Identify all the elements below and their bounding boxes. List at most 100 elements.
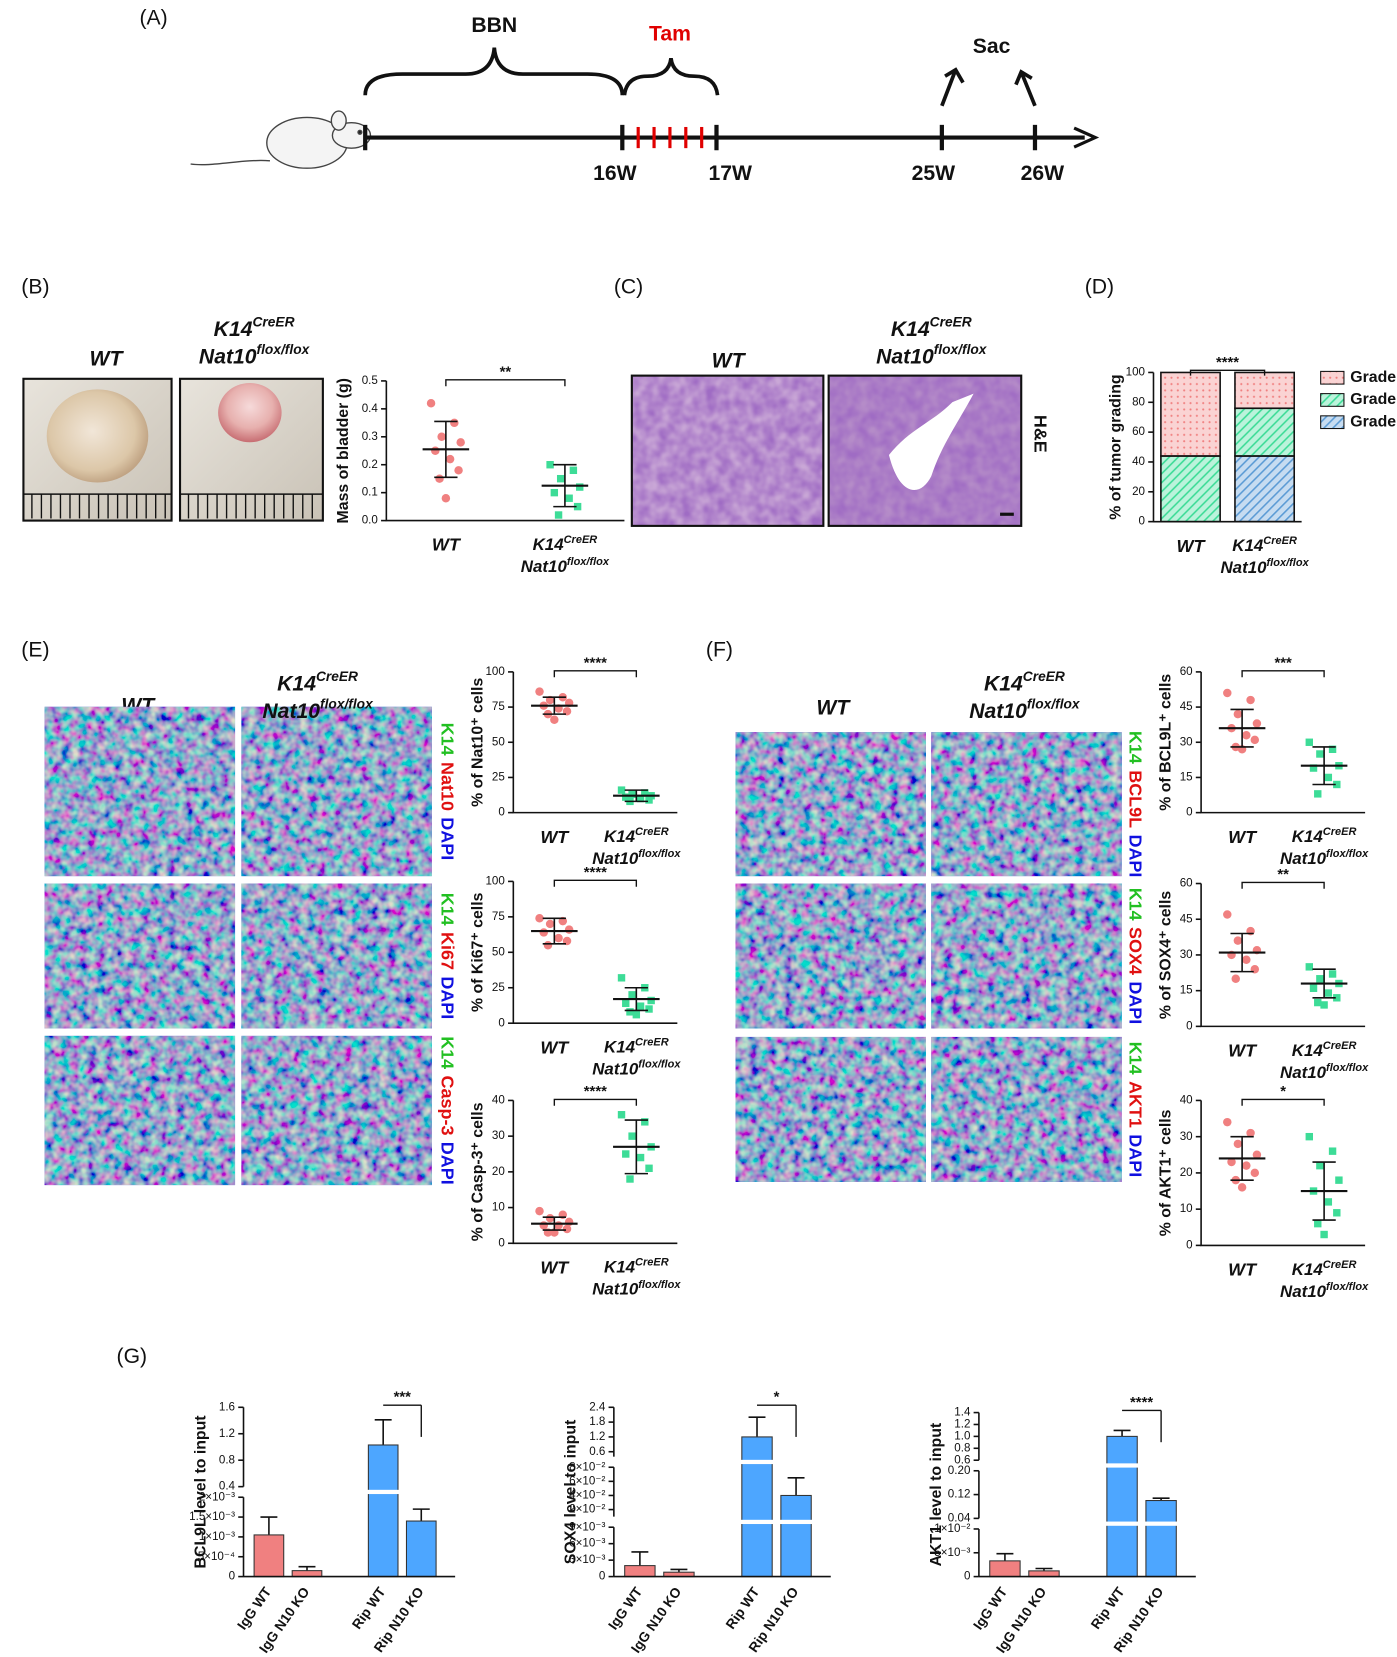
panel-label: (D) <box>1085 275 1114 298</box>
sd-whisker <box>624 1119 648 1175</box>
genotype-label: Nat10flox/flox <box>1280 1062 1369 1082</box>
data-point <box>550 488 559 497</box>
data-point <box>1320 1230 1328 1239</box>
stain-name: Nat10 <box>438 762 458 811</box>
data-point <box>445 454 455 464</box>
y-tick-label: 0.3 <box>362 430 378 443</box>
bladder-photos <box>22 377 324 522</box>
stain-label: K14 AKT1 DAPI <box>1126 1042 1146 1178</box>
bar <box>989 1560 1021 1578</box>
data-point <box>535 687 544 696</box>
error-bar <box>787 1477 805 1496</box>
genotype-sup: flox/flox <box>638 1059 681 1071</box>
error-bar <box>1113 1429 1131 1437</box>
y-tick-label: 75 <box>492 700 505 713</box>
data-point <box>1223 688 1232 698</box>
y-tick-label: 0 <box>964 1570 971 1583</box>
genotype-label: Nat10flox/flox <box>521 556 610 576</box>
significance-label: ** <box>500 364 512 380</box>
legend-swatch <box>1320 370 1345 385</box>
y-tick-label: 1×10⁻³ <box>199 1530 235 1543</box>
x-tick-label: IgG WT <box>605 1584 645 1633</box>
significance-label: *** <box>1274 655 1292 671</box>
data-point <box>564 1217 574 1227</box>
group-label: WT <box>90 347 125 370</box>
y-tick-label: 0.2 <box>362 458 378 471</box>
y-tick-label: 9×10⁻³ <box>569 1520 605 1533</box>
sd-whisker <box>542 696 566 715</box>
x-tick-label: IgG WT <box>234 1584 274 1633</box>
stain-name: BCL9L <box>1126 770 1146 828</box>
data-point <box>1250 1168 1260 1178</box>
genotype-text: Nat10 <box>1280 1282 1327 1301</box>
genotype-sup: flox/flox <box>1326 848 1369 860</box>
y-tick-label: 3×10⁻³ <box>569 1553 605 1566</box>
genotype-text: K14 <box>604 1038 636 1057</box>
sd-whisker <box>624 986 648 1012</box>
sd-whisker <box>1230 932 1254 973</box>
y-tick-label: 30 <box>1180 735 1193 748</box>
genotype-sup: flox/flox <box>257 342 311 357</box>
genotype-sup: flox/flox <box>567 556 610 568</box>
bar-segment <box>1234 455 1296 523</box>
y-axis-label: % of AKT1⁺ cells <box>1157 1109 1174 1236</box>
genotype-sup: flox/flox <box>638 848 681 860</box>
data-point <box>539 1221 548 1230</box>
data-point <box>645 796 653 804</box>
bar-segment <box>1234 407 1296 457</box>
data-point <box>1316 1161 1324 1170</box>
y-axis-label: % of BCL9L⁺ cells <box>1157 674 1174 811</box>
data-point <box>1233 1139 1243 1149</box>
sd-whisker <box>1312 968 1336 999</box>
genotype-sup: CreER <box>1323 1259 1357 1271</box>
data-point <box>1324 989 1333 997</box>
data-point <box>641 789 649 797</box>
significance-label: **** <box>1130 1395 1153 1411</box>
if-image-texture <box>735 732 926 877</box>
stain-name: DAPI <box>1126 981 1146 1024</box>
stain-name: K14 <box>438 723 458 756</box>
data-point <box>556 474 565 483</box>
genotype-label: K14CreER <box>1232 535 1297 555</box>
panel-label: (F) <box>706 638 733 661</box>
y-tick-label: 40 <box>492 1094 505 1107</box>
genotype-label: K14CreER <box>984 669 1065 695</box>
y-tick-label: 0.8 <box>954 1441 970 1454</box>
significance-bracket <box>553 1098 638 1106</box>
bar <box>291 1570 323 1578</box>
data-point <box>1309 764 1318 772</box>
genotype-text: K14 <box>984 672 1023 695</box>
genotype-sup: CreER <box>1023 669 1065 684</box>
week: 17W <box>708 162 752 185</box>
y-tick-label: 0.12 <box>948 1488 971 1501</box>
group-label: WT <box>712 349 747 372</box>
data-point <box>426 399 436 408</box>
y-tick-label: 0.4 <box>219 1480 236 1493</box>
genotype-sup: CreER <box>1323 826 1357 838</box>
y-tick-label: 20 <box>1132 485 1145 498</box>
x-tick-label: WT <box>1228 1260 1258 1280</box>
y-tick-label: 4×10⁻² <box>569 1489 605 1502</box>
y-tick-label: 0.8 <box>219 1453 235 1466</box>
data-point <box>1305 738 1313 746</box>
data-point <box>550 715 559 724</box>
data-point <box>1314 1219 1322 1228</box>
stain-name: K14 <box>1126 731 1146 764</box>
data-point <box>628 991 636 999</box>
data-point <box>617 974 626 982</box>
y-tick-label: 100 <box>485 874 505 887</box>
bar-segment <box>1160 371 1221 457</box>
stain-name: DAPI <box>438 976 458 1019</box>
y-tick-label: 50 <box>492 735 505 748</box>
significance-label: **** <box>584 1084 607 1100</box>
legend-swatch <box>1320 393 1345 407</box>
week: 16W <box>593 162 637 185</box>
data-point <box>1223 1117 1232 1127</box>
data-point <box>456 438 465 447</box>
sd-whisker <box>624 789 648 803</box>
data-point <box>645 1005 653 1013</box>
bar <box>1028 1570 1060 1578</box>
genotype-label: Nat10flox/flox <box>592 1059 681 1079</box>
y-tick-label: 25 <box>492 981 505 994</box>
axes <box>1200 883 1366 1028</box>
